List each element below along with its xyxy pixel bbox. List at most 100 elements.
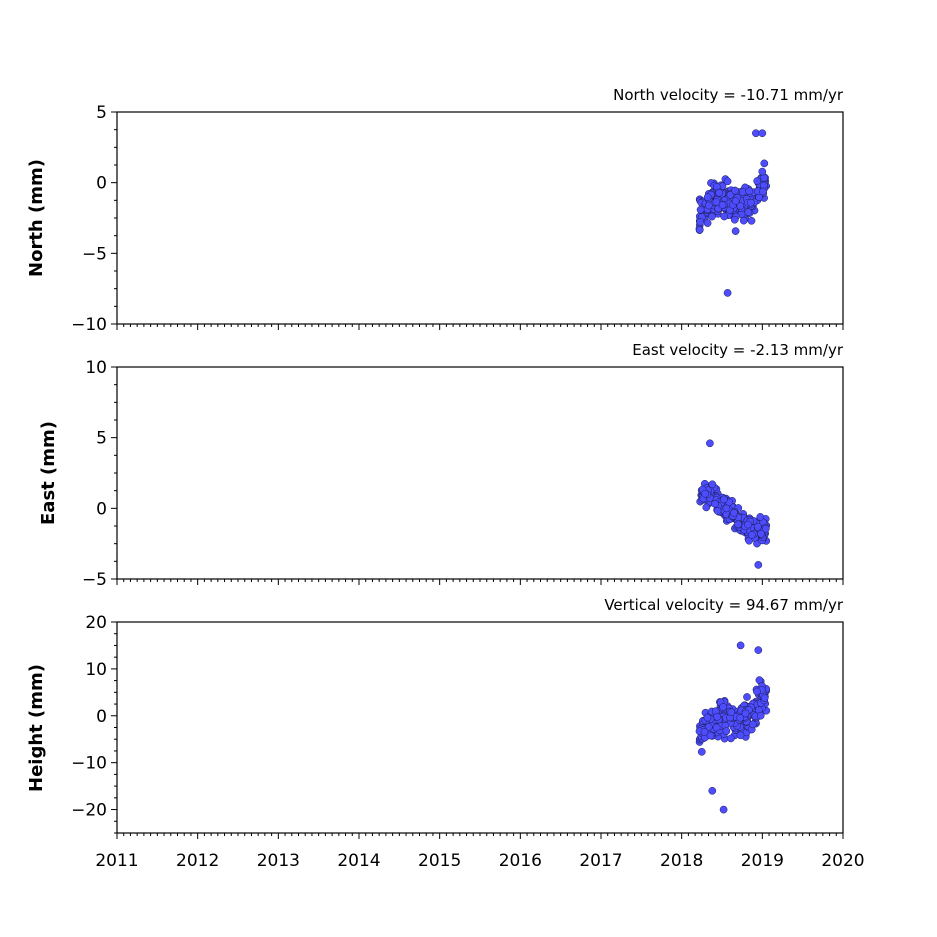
east-data-point xyxy=(756,513,765,521)
north-data-point xyxy=(747,216,756,225)
height-ytick-label: 20 xyxy=(85,613,107,633)
height-ylabel: Height (mm) xyxy=(26,664,47,792)
north-data-point xyxy=(739,216,748,225)
north-data-point xyxy=(744,208,753,216)
east-ytick-label: 10 xyxy=(85,358,107,378)
east-data-point xyxy=(744,520,752,529)
xtick-label: 2015 xyxy=(418,851,461,871)
east-data-point xyxy=(761,524,770,533)
north-data-point xyxy=(723,177,732,186)
north-data-point xyxy=(745,187,754,196)
east-data-point xyxy=(711,500,719,508)
height-data-point xyxy=(736,641,745,650)
height-data-point xyxy=(754,646,763,654)
north-data-point xyxy=(753,177,762,185)
north-data-point xyxy=(703,219,712,227)
height-data-point xyxy=(736,713,745,722)
xtick-label: 2020 xyxy=(821,851,864,871)
height-data-point xyxy=(727,734,735,743)
north-data-point xyxy=(758,129,767,138)
east-velocity-annotation: East velocity = -2.13 mm/yr xyxy=(632,341,844,359)
east-ytick-label: −5 xyxy=(82,570,107,590)
height-data-point xyxy=(748,720,757,729)
north-data-point xyxy=(704,201,713,210)
north-data-point xyxy=(736,202,745,210)
east-data-point xyxy=(748,531,756,539)
height-data-point xyxy=(712,723,721,732)
xtick-label: 2012 xyxy=(176,851,219,871)
north-ytick-label: 0 xyxy=(96,174,107,194)
east-ylabel: East (mm) xyxy=(38,421,59,525)
north-data-point xyxy=(738,188,747,196)
east-data-point xyxy=(701,489,709,498)
height-data-point xyxy=(760,694,769,702)
height-data-point xyxy=(743,693,751,701)
vertical-velocity-annotation: Vertical velocity = 94.67 mm/yr xyxy=(604,596,844,614)
north-data-point xyxy=(718,201,727,209)
north-velocity-annotation: North velocity = -10.71 mm/yr xyxy=(613,86,844,104)
north-data-point xyxy=(731,186,739,195)
height-data-point xyxy=(706,731,715,740)
north-data-point xyxy=(730,215,739,224)
height-ytick-label: −20 xyxy=(71,801,107,821)
north-data-point xyxy=(760,159,769,168)
east-data-point xyxy=(708,480,717,489)
east-data-point xyxy=(753,522,762,531)
north-data-point xyxy=(708,212,716,221)
height-data-point xyxy=(703,713,712,722)
north-data-point xyxy=(712,198,721,206)
height-ytick-label: 0 xyxy=(96,707,107,727)
east-panel: East velocity = -2.13 mm/yr East (mm) −5… xyxy=(38,341,844,590)
east-data-point xyxy=(706,439,714,448)
east-data-point xyxy=(722,504,731,513)
xtick-label: 2016 xyxy=(499,851,542,871)
north-data-point xyxy=(731,227,740,235)
north-data-point xyxy=(703,193,712,202)
height-data-point xyxy=(708,786,717,795)
east-data-point xyxy=(702,503,711,512)
height-panel: Vertical velocity = 94.67 mm/yr Height (… xyxy=(26,596,865,871)
height-data-point xyxy=(736,731,745,740)
height-data-point xyxy=(727,708,736,717)
east-ytick-label: 0 xyxy=(96,499,107,519)
north-data-point xyxy=(752,129,760,138)
north-data-point xyxy=(715,188,724,197)
height-ytick-label: −10 xyxy=(71,754,107,774)
height-data-point xyxy=(741,709,750,718)
height-data-point xyxy=(719,805,728,814)
xtick-label: 2011 xyxy=(95,851,138,871)
east-plot-frame xyxy=(116,366,844,580)
north-data-point xyxy=(759,187,767,196)
east-data-point xyxy=(713,507,722,515)
north-data-point xyxy=(695,225,704,234)
height-data-point xyxy=(722,727,731,735)
north-data-point xyxy=(696,217,705,226)
east-data-point xyxy=(754,561,763,569)
north-data-point xyxy=(696,205,705,214)
xtick-label: 2017 xyxy=(579,851,622,871)
east-data-point xyxy=(730,508,738,517)
height-data-point xyxy=(697,747,706,756)
height-data-point xyxy=(700,728,709,736)
east-data-point xyxy=(720,495,728,504)
north-ylabel: North (mm) xyxy=(26,159,47,277)
north-data-point xyxy=(758,167,767,176)
xtick-label: 2013 xyxy=(257,851,300,871)
north-ytick-label: −5 xyxy=(82,244,107,264)
height-data-point xyxy=(753,687,761,696)
north-data-point xyxy=(731,197,740,205)
xtick-label: 2019 xyxy=(741,851,784,871)
xtick-label: 2018 xyxy=(660,851,703,871)
north-data-point xyxy=(723,289,732,297)
east-ytick-label: 5 xyxy=(96,429,107,449)
xtick-label: 2014 xyxy=(337,851,380,871)
east-data-point xyxy=(734,520,743,529)
north-ytick-label: −10 xyxy=(71,315,107,335)
north-data-point xyxy=(746,198,755,207)
height-data-point xyxy=(713,712,722,721)
north-panel: North velocity = -10.71 mm/yr North (mm)… xyxy=(26,86,844,335)
north-ytick-label: 5 xyxy=(96,103,107,123)
north-data-point xyxy=(720,212,729,221)
height-data-point xyxy=(756,711,765,720)
